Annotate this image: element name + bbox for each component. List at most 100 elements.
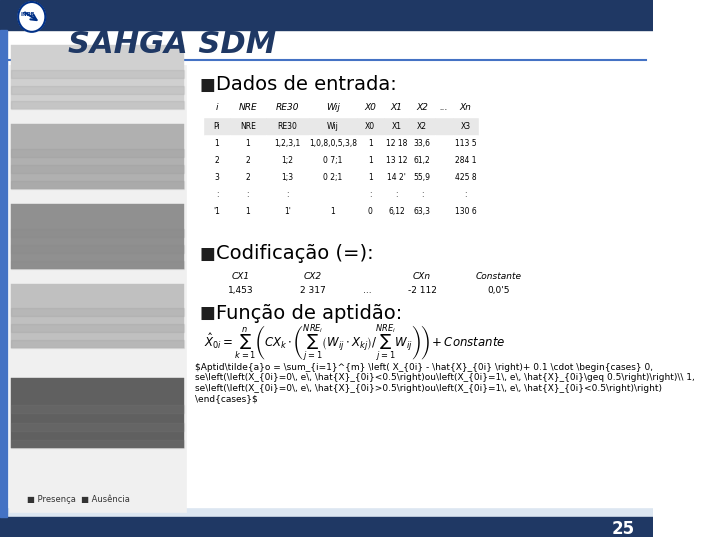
Text: ■ Presença  ■ Ausência: ■ Presença ■ Ausência <box>27 495 130 504</box>
Bar <box>266 152 310 169</box>
Text: :: : <box>464 190 467 199</box>
Text: :: : <box>287 190 289 199</box>
Bar <box>230 169 266 186</box>
Bar <box>11 261 184 268</box>
Bar <box>310 152 356 169</box>
Bar <box>458 284 540 299</box>
Text: Codificação (=):: Codificação (=): <box>216 244 374 263</box>
Bar <box>11 440 184 448</box>
Text: Dados de entrada:: Dados de entrada: <box>216 75 397 94</box>
Text: 0 7;1: 0 7;1 <box>323 156 343 165</box>
Bar <box>453 186 478 203</box>
Bar <box>204 152 230 169</box>
Text: RE30: RE30 <box>278 123 297 131</box>
Text: ...: ... <box>439 103 448 112</box>
Bar <box>384 152 409 169</box>
Bar <box>453 169 478 186</box>
Bar <box>409 118 435 136</box>
Text: Xn: Xn <box>459 103 472 112</box>
Text: '1: '1 <box>213 207 220 216</box>
Bar <box>11 124 184 189</box>
Text: 1: 1 <box>368 156 373 165</box>
Text: X1: X1 <box>391 103 402 112</box>
Bar <box>435 186 453 203</box>
Text: Constante: Constante <box>476 272 522 281</box>
Text: RE30: RE30 <box>276 103 300 112</box>
Bar <box>230 203 266 220</box>
Bar <box>384 99 409 116</box>
Text: 1': 1' <box>284 207 291 216</box>
Text: i: i <box>215 103 218 112</box>
Text: Wij: Wij <box>326 103 340 112</box>
Bar <box>11 181 184 189</box>
Text: :: : <box>395 190 398 199</box>
Text: 0: 0 <box>368 207 373 216</box>
Text: X0: X0 <box>365 123 375 131</box>
Text: 425 8: 425 8 <box>455 173 477 182</box>
Text: INPE: INPE <box>20 12 35 17</box>
Text: CX1: CX1 <box>231 272 250 281</box>
Bar <box>384 118 409 136</box>
Bar <box>0 30 7 517</box>
Text: 2 317: 2 317 <box>300 286 326 295</box>
Bar <box>11 340 184 348</box>
Text: CXn: CXn <box>413 272 431 281</box>
Bar <box>453 152 478 169</box>
Text: ■: ■ <box>199 305 215 322</box>
Text: 61,2: 61,2 <box>413 156 431 165</box>
Bar <box>384 186 409 203</box>
Bar <box>386 284 458 299</box>
Bar <box>356 152 384 169</box>
Text: 3: 3 <box>215 173 220 182</box>
Text: 0 2;1: 0 2;1 <box>323 173 343 182</box>
Bar <box>384 203 409 220</box>
Bar <box>458 268 540 284</box>
Bar <box>310 169 356 186</box>
Bar <box>11 378 184 448</box>
Bar <box>310 118 356 136</box>
Bar <box>435 203 453 220</box>
Text: NRE: NRE <box>238 103 257 112</box>
Text: 1,453: 1,453 <box>228 286 253 295</box>
Bar <box>435 152 453 169</box>
Bar <box>11 165 184 173</box>
Bar <box>266 99 310 116</box>
Text: 12 18: 12 18 <box>386 139 408 148</box>
Text: 13 12: 13 12 <box>386 156 408 165</box>
Bar <box>230 99 266 116</box>
Bar <box>310 136 356 152</box>
Bar <box>11 325 184 332</box>
Text: $Aptid\tilde{a}o = \sum_{i=1}^{m} \left( X_{0i} - \hat{X}_{0i} \right)+ 0.1 \cdo: $Aptid\tilde{a}o = \sum_{i=1}^{m} \left(… <box>195 363 695 403</box>
Bar <box>11 423 184 431</box>
Text: Pi: Pi <box>214 123 220 131</box>
Text: 63,3: 63,3 <box>413 207 431 216</box>
Text: 2: 2 <box>246 173 250 182</box>
Bar <box>204 136 230 152</box>
Bar <box>266 118 310 136</box>
Bar <box>11 102 184 110</box>
Bar <box>310 99 356 116</box>
Bar <box>349 284 386 299</box>
Bar <box>11 405 184 413</box>
Bar <box>409 152 435 169</box>
Text: :: : <box>369 190 372 199</box>
Bar <box>356 136 384 152</box>
Bar <box>230 118 266 136</box>
Bar <box>384 136 409 152</box>
Text: 25: 25 <box>612 520 635 538</box>
Bar <box>0 0 653 30</box>
Text: 1: 1 <box>368 139 373 148</box>
Bar <box>386 268 458 284</box>
Text: 2: 2 <box>246 156 250 165</box>
Text: 1;2: 1;2 <box>282 156 294 165</box>
Text: :: : <box>420 190 423 199</box>
Bar <box>356 169 384 186</box>
Bar <box>11 284 184 348</box>
Text: CX2: CX2 <box>304 272 322 281</box>
Bar <box>409 169 435 186</box>
Bar <box>435 118 453 136</box>
Circle shape <box>18 2 45 32</box>
Text: X1: X1 <box>392 123 402 131</box>
Bar <box>276 268 349 284</box>
Bar <box>453 99 478 116</box>
